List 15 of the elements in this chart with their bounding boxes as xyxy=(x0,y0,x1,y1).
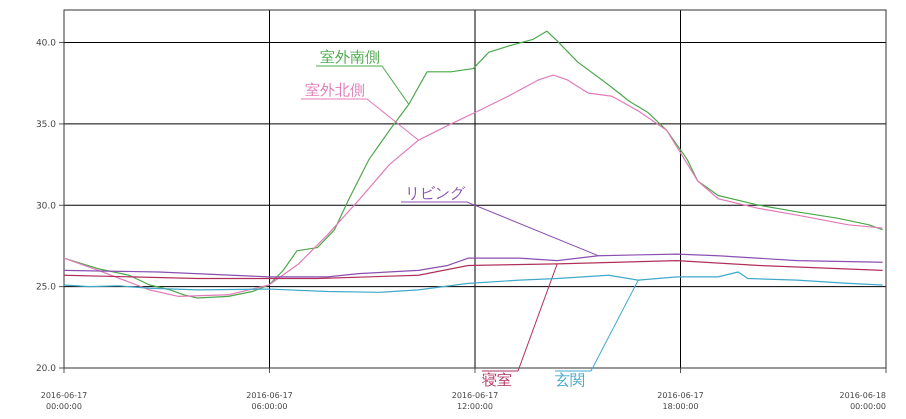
text: 室外北側 xyxy=(305,81,365,99)
y-tick-label: 25.0 xyxy=(36,282,56,293)
x-tick-label: 2016-06-17 12:00:00 xyxy=(452,391,498,411)
x-tick-label: 2016-06-17 06:00:00 xyxy=(246,391,293,411)
text: リビング xyxy=(405,184,466,202)
x-tick-label: 2016-06-18 00:00:00 xyxy=(840,391,886,411)
text: 寝室 xyxy=(482,371,512,389)
y-tick-label: 30.0 xyxy=(36,201,56,212)
y-tick-label: 20.0 xyxy=(36,364,56,374)
y-tick-label: 35.0 xyxy=(36,120,56,130)
y-tick-label: 40.0 xyxy=(36,38,56,49)
x-tick-label: 2016-06-17 00:00:00 xyxy=(40,391,88,411)
text: 室外南側 xyxy=(320,48,380,66)
text: 玄関 xyxy=(555,371,585,389)
x-tick-label: 2016-06-17 18:00:00 xyxy=(657,391,704,411)
